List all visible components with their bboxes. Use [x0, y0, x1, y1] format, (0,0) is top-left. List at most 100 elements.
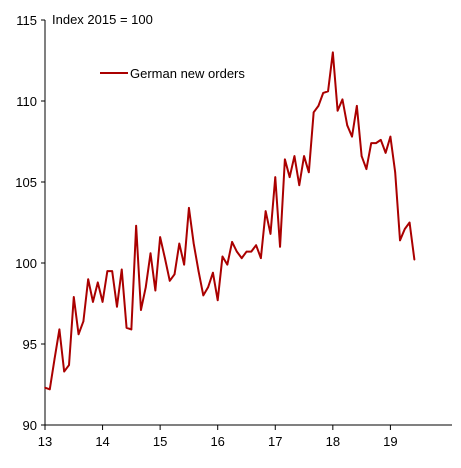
data-point	[394, 171, 396, 174]
x-tick-label: 13	[38, 434, 52, 449]
data-point	[216, 299, 219, 302]
data-point	[408, 221, 411, 224]
data-point	[212, 271, 214, 274]
x-tick-label: 18	[326, 434, 340, 449]
unit-label: Index 2015 = 100	[52, 12, 153, 27]
data-point	[351, 135, 353, 138]
data-point	[58, 328, 61, 331]
data-point	[365, 168, 368, 170]
data-point	[226, 263, 229, 266]
data-point	[111, 270, 113, 272]
data-point	[346, 124, 349, 127]
y-tick-label: 110	[16, 94, 37, 109]
data-point	[279, 246, 281, 248]
data-point	[379, 139, 382, 141]
data-point	[356, 105, 358, 107]
data-point	[413, 258, 416, 261]
data-point	[96, 281, 99, 284]
data-point	[144, 286, 147, 289]
data-point	[135, 224, 137, 227]
data-point	[140, 309, 142, 311]
data-point	[288, 176, 291, 178]
data-point	[168, 280, 171, 282]
axes	[44, 20, 452, 426]
data-point	[312, 111, 315, 114]
data-point	[159, 236, 161, 238]
data-point	[207, 286, 209, 289]
data-point	[82, 320, 85, 323]
data-point	[269, 233, 272, 235]
data-point	[130, 328, 133, 331]
legend-label: German new orders	[130, 66, 245, 81]
data-point	[322, 92, 325, 94]
series-line-german-new-orders	[44, 51, 416, 391]
data-point	[336, 109, 339, 112]
data-point	[197, 270, 200, 272]
data-point	[293, 155, 296, 157]
data-point	[260, 257, 262, 259]
data-point	[360, 155, 363, 157]
data-point	[231, 241, 233, 243]
data-point	[250, 250, 253, 253]
data-point	[308, 171, 310, 174]
y-tick-label: 115	[16, 13, 37, 28]
data-point	[154, 289, 157, 292]
data-point	[399, 239, 401, 242]
data-point	[125, 327, 128, 329]
data-point	[341, 98, 344, 101]
x-tick-label: 19	[383, 434, 397, 449]
y-tick-label: 95	[23, 337, 37, 352]
legend: German new orders	[100, 66, 245, 81]
data-point	[68, 364, 70, 366]
data-point	[284, 158, 286, 161]
data-point	[188, 207, 190, 209]
data-point	[403, 228, 406, 230]
data-point	[72, 296, 75, 298]
y-ticks: 90 95 100 105 110 115	[15, 13, 45, 433]
data-point	[298, 184, 301, 187]
data-point	[116, 305, 118, 308]
data-point	[317, 105, 320, 107]
data-point	[389, 135, 392, 138]
data-point	[92, 301, 94, 303]
data-point	[77, 333, 80, 336]
data-point	[106, 270, 109, 272]
data-point	[255, 244, 257, 246]
data-point	[245, 250, 248, 253]
data-point	[221, 255, 224, 258]
data-point	[375, 142, 377, 144]
data-point	[63, 370, 65, 373]
data-point	[44, 386, 46, 389]
data-point	[149, 252, 152, 255]
data-point	[384, 152, 387, 154]
data-point	[236, 250, 238, 253]
x-tick-label: 14	[95, 434, 109, 449]
data-point	[48, 388, 51, 391]
y-tick-label: 105	[15, 175, 37, 190]
data-point	[370, 142, 373, 144]
data-point	[303, 155, 305, 157]
data-point	[274, 176, 277, 178]
data-point	[264, 210, 267, 212]
data-point	[101, 301, 104, 303]
data-point	[327, 90, 329, 93]
data-point	[53, 357, 56, 360]
data-point	[87, 278, 89, 281]
data-point	[192, 242, 195, 245]
data-point	[240, 257, 243, 259]
data-point	[202, 294, 205, 297]
data-point	[332, 51, 334, 54]
data-point	[164, 257, 166, 259]
y-tick-label: 100	[15, 256, 37, 271]
data-point	[178, 242, 181, 245]
x-tick-label: 15	[153, 434, 167, 449]
data-point	[173, 273, 176, 276]
y-tick-label: 90	[23, 418, 37, 433]
data-point	[120, 268, 123, 271]
data-point	[183, 263, 185, 266]
series-points	[44, 51, 416, 391]
x-tick-label: 17	[268, 434, 282, 449]
x-tick-label: 16	[210, 434, 224, 449]
